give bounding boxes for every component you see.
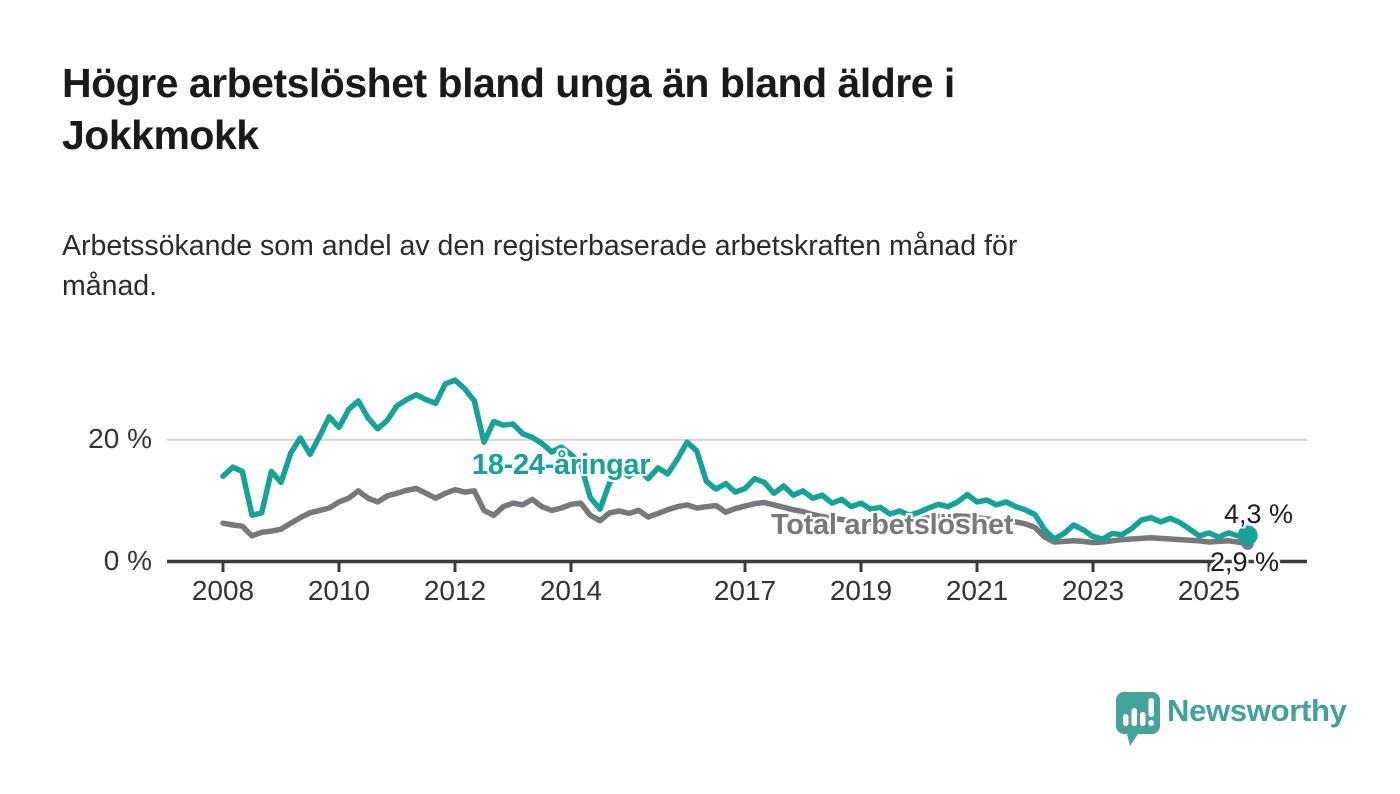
x-tick-label: 2012 — [423, 575, 487, 606]
x-tick-label: 2025 — [1177, 575, 1241, 606]
series-label-youth: 18-24-åringar — [472, 449, 651, 481]
newsworthy-logo-icon — [1116, 692, 1160, 746]
chart-subtitle-line-2: månad. — [62, 270, 158, 303]
logo-bar-1 — [1123, 714, 1129, 726]
x-tick-label: 2008 — [191, 575, 255, 606]
brand-wordmark: Newsworthy — [1167, 693, 1347, 728]
logo-bar-3 — [1140, 712, 1146, 726]
y-tick-label: 20 % — [88, 422, 152, 454]
chart-subtitle-line-1: Arbetssökande som andel av den registerb… — [62, 230, 1018, 262]
page-title: Högre arbetslöshet bland unga än bland ä… — [62, 58, 1232, 161]
end-value-label-youth: 4,3 % — [1224, 499, 1294, 529]
series-line-youth-unemployment — [220, 377, 1251, 542]
page-title-line-1: Högre arbetslöshet bland unga än bland ä… — [62, 60, 955, 106]
y-tick-label: 0 % — [103, 544, 152, 576]
logo-exclamation-dot — [1148, 720, 1155, 726]
end-value-label-total: 2,9 % — [1210, 547, 1280, 577]
page-title-line-2: Jokkmokk — [62, 111, 259, 158]
chart-subtitle: Arbetssökande som andel av den registerb… — [62, 226, 1262, 307]
series-end-dot-youth — [1237, 525, 1258, 546]
x-tick-label: 2019 — [829, 575, 893, 606]
x-tick-label: 2014 — [539, 575, 603, 606]
logo-exclamation-bar — [1148, 698, 1154, 717]
x-tick-label: 2023 — [1061, 575, 1125, 606]
x-tick-label: 2017 — [713, 575, 777, 606]
series-line-total-unemployment — [220, 485, 1251, 547]
x-tick-label: 2010 — [307, 575, 371, 606]
x-tick-label: 2021 — [945, 575, 1009, 606]
series-label-total: Total arbetslöshet — [771, 509, 1014, 541]
logo-bar-2 — [1131, 708, 1137, 726]
